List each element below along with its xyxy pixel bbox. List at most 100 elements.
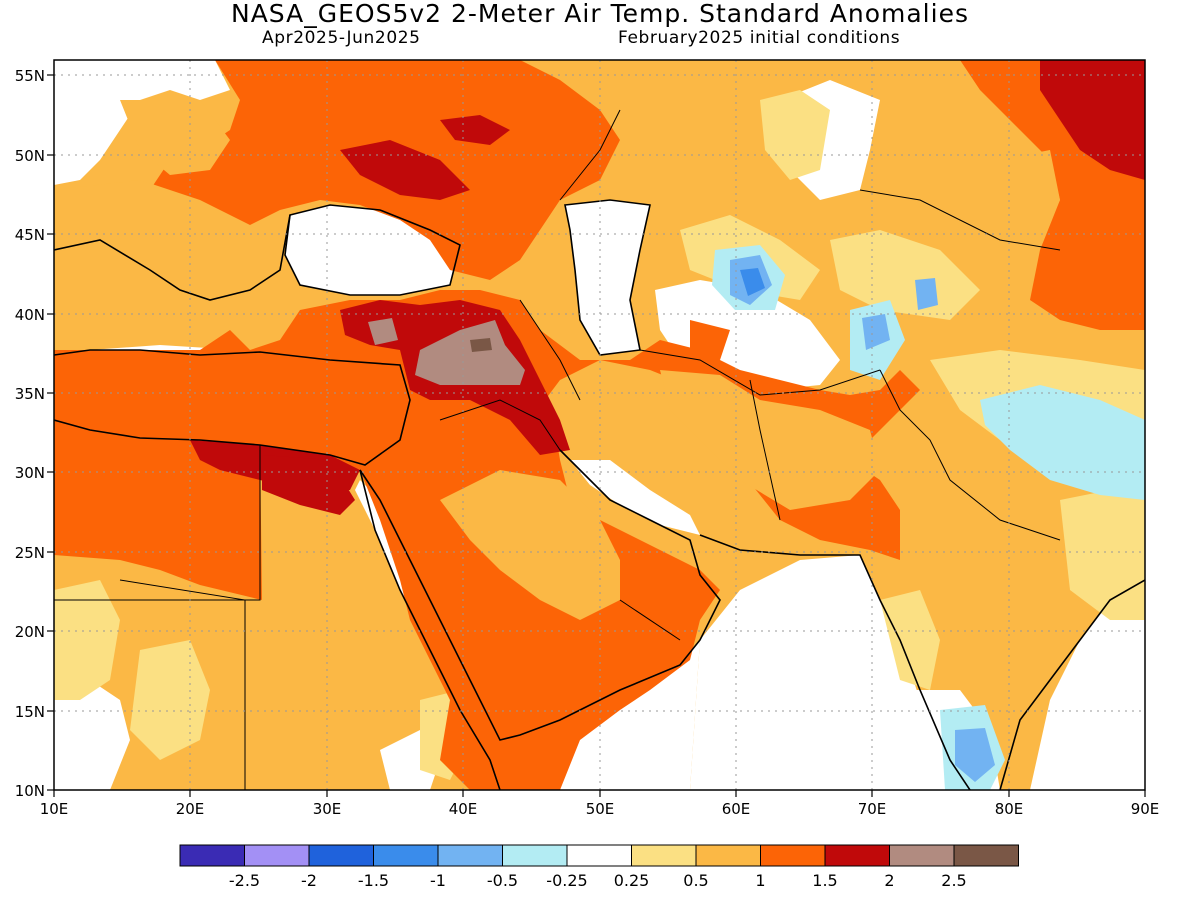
- field-orange-spot-turkmen: [690, 320, 730, 360]
- colorbar-swatch: [179, 844, 245, 867]
- field-red-egypt: [262, 455, 355, 515]
- colorbar-label: 2: [884, 871, 894, 890]
- border-chad: [119, 579, 246, 790]
- field-white-arabian-sea: [690, 555, 980, 790]
- field-yellow-tianshan: [830, 230, 980, 320]
- border-egypt-sudan: [54, 445, 261, 601]
- colorbar-swatch: [437, 844, 503, 867]
- colorbar-swatch: [760, 844, 826, 867]
- field-cyan-tibet: [980, 385, 1145, 500]
- lat-label: 45N: [15, 226, 45, 244]
- colorbar-labels: -2.5 -2 -1.5 -1 -0.5 -0.25 0.25 0.5 1 1.5 2 2.5: [229, 871, 967, 890]
- colorbar: [179, 844, 1019, 867]
- lon-label: 50E: [586, 800, 615, 818]
- colorbar-label: -0.25: [546, 871, 587, 890]
- coast-black-sea: [284, 204, 461, 296]
- field-darkbrown-syria: [470, 338, 492, 352]
- colorbar-swatch: [695, 844, 761, 867]
- field-white-persian-gulf: [570, 460, 700, 535]
- coastlines: [54, 199, 1145, 790]
- lat-label: 25N: [15, 544, 45, 562]
- colorbar-label: 1.5: [812, 871, 837, 890]
- field-lorange-arabia: [440, 470, 620, 620]
- coast-arabia: [359, 449, 721, 741]
- forecast-period: Apr2025-Jun2025: [262, 28, 421, 48]
- lat-label: 15N: [15, 703, 45, 721]
- lon-label: 20E: [176, 800, 205, 818]
- colorbar-label: -0.5: [487, 871, 518, 890]
- field-red-siberia: [1040, 60, 1145, 180]
- field-brown-syria: [415, 320, 525, 385]
- field-white-bay-bengal: [1030, 570, 1145, 790]
- lon-label: 30E: [313, 800, 342, 818]
- colorbar-swatch: [502, 844, 568, 867]
- field-mblue-uzbek: [740, 268, 765, 296]
- colorbar-swatch: [308, 844, 374, 867]
- lat-label: 35N: [15, 385, 45, 403]
- coast-india-west: [699, 534, 971, 790]
- lat-label: 55N: [15, 67, 45, 85]
- field-brown-turkey: [368, 318, 398, 345]
- field-yellow-india-w: [880, 590, 940, 690]
- chart-title: NASA_GEOS5v2 2-Meter Air Temp. Standard …: [231, 0, 969, 28]
- colorbar-swatch: [244, 844, 310, 867]
- colorbar-label: 1: [755, 871, 765, 890]
- grid-lines: [54, 60, 1145, 790]
- field-lorange-balkans: [54, 180, 280, 300]
- lat-label: 10N: [15, 782, 45, 800]
- colorbar-label: 0.25: [614, 871, 650, 890]
- colorbar-label: -2.5: [229, 871, 260, 890]
- field-white-europe-north: [54, 60, 230, 185]
- field-red-ukraine: [340, 140, 470, 200]
- lon-label: 10E: [40, 800, 69, 818]
- colorbar-swatch: [566, 844, 632, 867]
- border-iran-afghan: [749, 379, 781, 521]
- border-kazakh-china: [859, 189, 1061, 251]
- field-yellow-bengal: [1060, 490, 1145, 620]
- colorbar-label: -1.5: [358, 871, 389, 890]
- lat-label: 50N: [15, 147, 45, 165]
- colorbar-swatch: [631, 844, 697, 867]
- colorbar-swatch: [889, 844, 955, 867]
- field-red-russia: [440, 115, 510, 145]
- lon-label: 80E: [995, 800, 1024, 818]
- borders: [54, 109, 1061, 790]
- lat-label: 40N: [15, 306, 45, 324]
- colorbar-swatch: [953, 844, 1019, 867]
- field-yellow-africa-w: [54, 580, 120, 700]
- field-lorange-iran: [660, 370, 880, 510]
- coast-red-sea-west: [359, 469, 501, 790]
- lat-label: 30N: [15, 464, 45, 482]
- colorbar-label: -1: [430, 871, 446, 890]
- tick-marks: [47, 74, 1146, 797]
- colorbar-label: -2: [301, 871, 317, 890]
- field-white-caspian: [565, 200, 650, 355]
- field-blue-srilanka: [955, 728, 995, 782]
- coast-balkans: [54, 214, 291, 301]
- colorbar-swatch: [824, 844, 890, 867]
- border-iraq-saudi: [439, 399, 561, 451]
- field-blue-pamir: [862, 314, 890, 350]
- initial-conditions: February2025 initial conditions: [618, 28, 901, 48]
- field-white-africa-west: [54, 680, 130, 790]
- lon-label: 40E: [449, 800, 478, 818]
- field-lorange-germany: [120, 100, 230, 175]
- coast-india-east: [999, 579, 1145, 790]
- border-yemen-oman: [619, 599, 681, 641]
- field-yellow-kazakh: [760, 90, 830, 180]
- lon-label: 90E: [1131, 800, 1160, 818]
- colorbar-label: 0.5: [683, 871, 708, 890]
- border-iran-turkmen: [639, 349, 881, 396]
- field-lorange-altai: [980, 150, 1060, 240]
- border-pakistan-india: [879, 369, 1061, 541]
- field-blue-tianshan: [915, 278, 938, 310]
- lon-label: 70E: [858, 800, 887, 818]
- lat-label: 20N: [15, 623, 45, 641]
- colorbar-label: 2.5: [941, 871, 966, 890]
- lon-label: 60E: [722, 800, 751, 818]
- coast-mediterranean: [54, 349, 411, 466]
- border-iran-iraq: [519, 299, 581, 401]
- border-russia-kazakh: [559, 109, 621, 201]
- colorbar-swatch: [373, 844, 439, 867]
